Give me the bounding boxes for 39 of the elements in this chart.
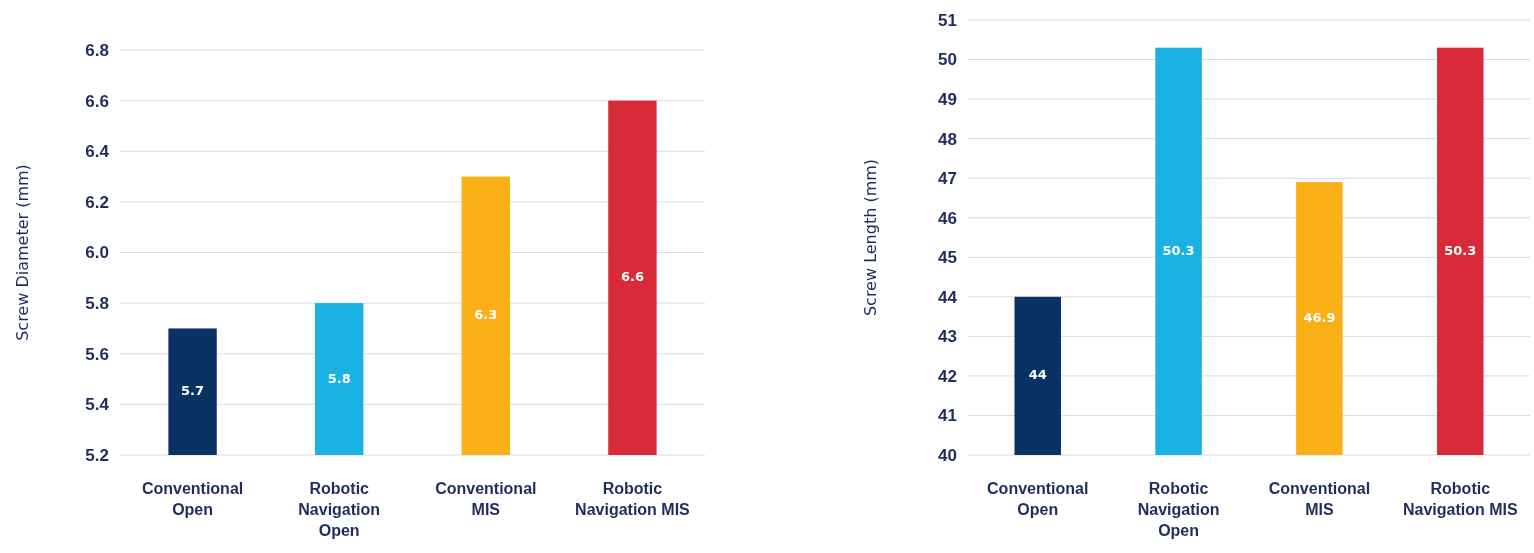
data-label: 6.6 — [620, 269, 644, 285]
y-tick-label: 5.8 — [85, 294, 109, 314]
y-tick-label: 5.6 — [85, 344, 109, 364]
x-tick-label: Conventional MIS — [1268, 480, 1371, 519]
y-tick-label: 49 — [938, 90, 957, 110]
y-axis-title: Screw Length (mm) — [861, 158, 880, 317]
y-tick-label: 6.4 — [85, 142, 110, 162]
y-tick-label: 42 — [938, 366, 957, 386]
data-label: 50.3 — [1444, 242, 1477, 258]
x-tick-label: Conventional Open — [987, 480, 1089, 519]
x-tick-label: Conventional Open — [141, 480, 244, 519]
data-label: 6.3 — [474, 307, 498, 323]
y-tick-label: 44 — [938, 287, 958, 307]
y-tick-label: 6.0 — [85, 243, 109, 263]
data-label: 44 — [1028, 367, 1047, 383]
x-tick-label: Robotic Navigation Open — [298, 480, 381, 539]
y-tick-label: 41 — [938, 406, 957, 426]
y-tick-label: 46 — [938, 208, 957, 228]
y-tick-label: 50 — [938, 50, 957, 70]
x-tick-label: Robotic Navigation MIS — [1402, 480, 1518, 519]
y-tick-label: 6.8 — [85, 40, 109, 60]
x-tick-label: Conventional MIS — [435, 480, 537, 519]
y-tick-label: 6.2 — [85, 192, 109, 212]
x-tick-label: Robotic Navigation Open — [1137, 480, 1220, 539]
data-label: 5.7 — [181, 383, 205, 399]
y-tick-label: 51 — [938, 10, 957, 30]
y-tick-label: 5.2 — [85, 445, 109, 465]
y-tick-label: 43 — [938, 327, 957, 347]
data-label: 46.9 — [1303, 310, 1336, 326]
y-axis-title: Screw Diameter (mm) — [13, 164, 32, 341]
x-tick-label: Robotic Navigation MIS — [575, 480, 691, 519]
data-label: 5.8 — [327, 370, 351, 386]
data-label: 50.3 — [1162, 242, 1195, 258]
y-tick-label: 48 — [938, 129, 957, 149]
y-tick-label: 40 — [938, 445, 957, 465]
y-tick-label: 47 — [938, 169, 957, 189]
y-tick-label: 45 — [938, 248, 957, 268]
y-tick-label: 5.4 — [85, 395, 110, 415]
y-tick-label: 6.6 — [85, 91, 109, 111]
